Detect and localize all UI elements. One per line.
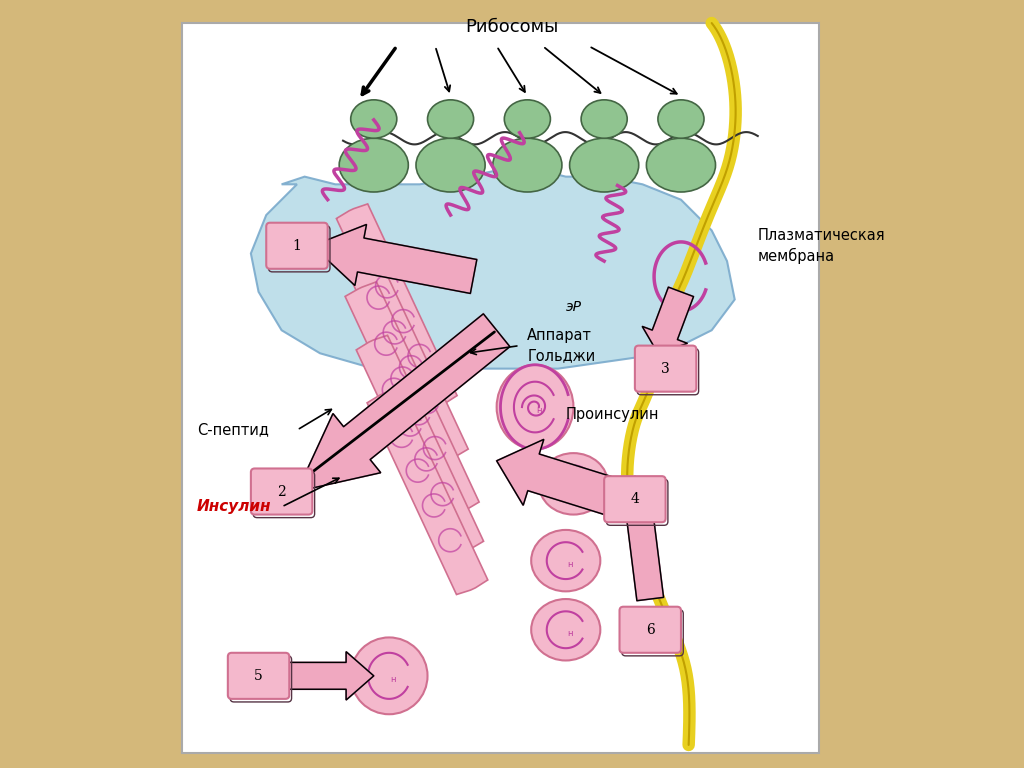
Text: 1: 1 bbox=[293, 239, 301, 253]
Ellipse shape bbox=[539, 453, 608, 515]
Bar bbox=[182, 23, 819, 753]
FancyBboxPatch shape bbox=[251, 468, 312, 515]
Text: Плазматическая
мембрана: Плазматическая мембрана bbox=[758, 227, 886, 264]
Text: Проинсулин: Проинсулин bbox=[565, 407, 659, 422]
Ellipse shape bbox=[339, 138, 409, 192]
FancyBboxPatch shape bbox=[227, 653, 289, 699]
Ellipse shape bbox=[504, 100, 551, 138]
Text: н: н bbox=[567, 629, 572, 638]
Text: С-пептид: С-пептид bbox=[197, 422, 269, 438]
Text: 5: 5 bbox=[254, 669, 263, 683]
Ellipse shape bbox=[493, 138, 562, 192]
Polygon shape bbox=[356, 336, 483, 556]
Text: н: н bbox=[574, 483, 580, 492]
Polygon shape bbox=[642, 287, 693, 353]
Ellipse shape bbox=[350, 637, 428, 714]
Polygon shape bbox=[345, 282, 479, 517]
Polygon shape bbox=[336, 204, 457, 410]
Polygon shape bbox=[341, 243, 468, 464]
Ellipse shape bbox=[531, 530, 600, 591]
Text: н: н bbox=[537, 406, 542, 415]
Polygon shape bbox=[615, 476, 664, 601]
Text: н: н bbox=[390, 675, 395, 684]
Ellipse shape bbox=[350, 100, 397, 138]
Ellipse shape bbox=[569, 138, 639, 192]
Text: 2: 2 bbox=[278, 485, 286, 498]
Text: 4: 4 bbox=[631, 492, 639, 506]
Text: 3: 3 bbox=[662, 362, 670, 376]
FancyBboxPatch shape bbox=[635, 346, 696, 392]
FancyBboxPatch shape bbox=[620, 607, 681, 653]
Ellipse shape bbox=[497, 365, 573, 449]
Ellipse shape bbox=[531, 599, 600, 660]
Text: эР: эР bbox=[565, 300, 582, 314]
Polygon shape bbox=[297, 314, 510, 492]
FancyBboxPatch shape bbox=[266, 223, 328, 269]
Polygon shape bbox=[312, 224, 477, 293]
Text: н: н bbox=[567, 560, 572, 569]
Polygon shape bbox=[282, 651, 374, 700]
Text: Рибосомы: Рибосомы bbox=[465, 18, 559, 36]
Polygon shape bbox=[251, 169, 735, 369]
Polygon shape bbox=[497, 439, 626, 518]
Polygon shape bbox=[367, 389, 487, 594]
Ellipse shape bbox=[582, 100, 627, 138]
Text: Инсулин: Инсулин bbox=[197, 499, 271, 515]
Ellipse shape bbox=[658, 100, 705, 138]
Text: 6: 6 bbox=[646, 623, 654, 637]
Ellipse shape bbox=[646, 138, 716, 192]
FancyBboxPatch shape bbox=[604, 476, 666, 522]
Ellipse shape bbox=[428, 100, 473, 138]
Ellipse shape bbox=[416, 138, 485, 192]
Text: Аппарат
Гольджи: Аппарат Гольджи bbox=[527, 328, 596, 363]
